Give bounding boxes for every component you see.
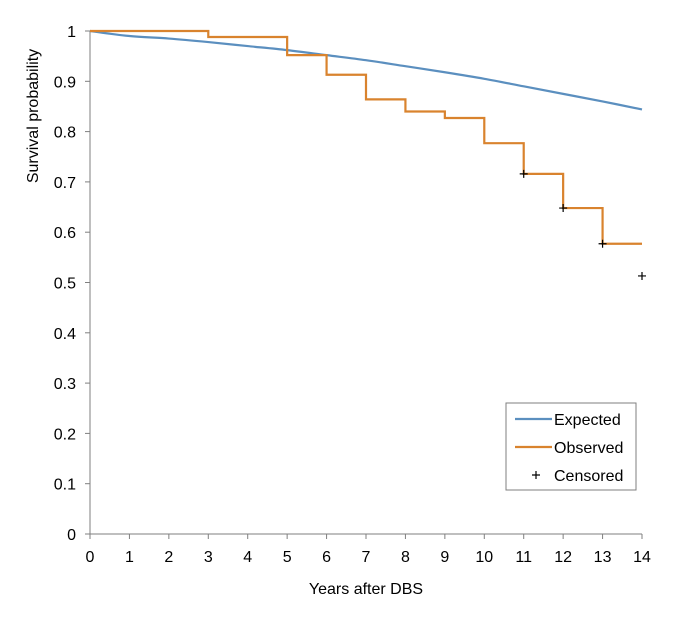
y-tick-label: 0.4: [54, 326, 76, 343]
series-expected-line: [89, 29, 643, 111]
x-tick-label: 6: [322, 549, 331, 566]
y-tick-label: 0.6: [54, 225, 76, 242]
x-tick-label: 10: [475, 549, 493, 566]
legend-marker-censored: [532, 471, 540, 479]
x-axis-title: Years after DBS: [309, 581, 423, 598]
x-tick-label: 1: [125, 549, 134, 566]
y-tick-label: 1: [67, 24, 76, 41]
y-tick-label: 0.8: [54, 125, 76, 142]
series-observed-line: [90, 29, 642, 245]
x-tick-label: 13: [594, 549, 612, 566]
y-tick-label: 0.5: [54, 276, 76, 293]
y-tick-label: 0.9: [54, 74, 76, 91]
legend-label-expected: Expected: [554, 412, 621, 429]
x-tick-label: 14: [633, 549, 651, 566]
censored-marker: [598, 239, 607, 248]
axes: 0 1 2 3 4 5 6 7 8 9 10 11 12 13 1400.10.20.30.40.50.60…: [54, 24, 651, 566]
censored-marker: [519, 169, 528, 178]
x-tick-label: 12: [554, 549, 572, 566]
y-tick-label: 0.3: [54, 376, 76, 393]
x-tick-label: 5: [283, 549, 292, 566]
series-layer: [89, 29, 646, 280]
legend-label-observed: Observed: [554, 440, 623, 457]
y-tick-label: 0.7: [54, 175, 76, 192]
x-tick-label: 7: [362, 549, 371, 566]
x-tick-label: 3: [204, 549, 213, 566]
censored-marker: [638, 271, 646, 280]
y-tick-label: 0.2: [54, 426, 76, 443]
censored-marker: [559, 204, 568, 213]
y-tick-label: 0: [67, 527, 76, 544]
x-tick-label: 0: [86, 549, 95, 566]
x-tick-label: 8: [401, 549, 410, 566]
y-axis-title: Survival probability: [25, 49, 42, 183]
legend: Expected Observed Censored: [505, 402, 637, 491]
x-tick-label: 4: [243, 549, 252, 566]
x-tick-label: 11: [515, 549, 532, 566]
x-tick-label: 9: [440, 549, 449, 566]
x-tick-label: 2: [164, 549, 173, 566]
legend-label-censored: Censored: [554, 468, 623, 485]
y-tick-label: 0.1: [54, 477, 76, 494]
